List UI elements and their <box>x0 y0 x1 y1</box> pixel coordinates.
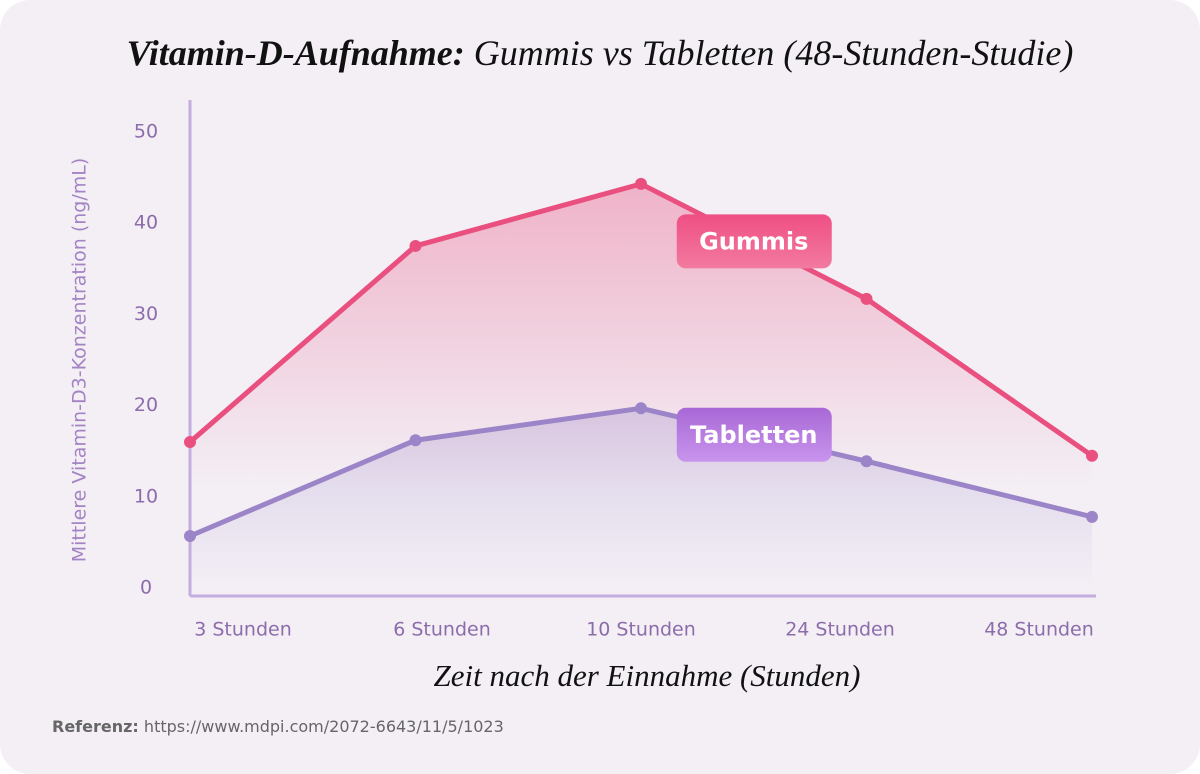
point <box>409 239 422 252</box>
reference: Referenz: https://www.mdpi.com/2072-6643… <box>52 717 504 736</box>
y-tick-label: 30 <box>134 303 158 325</box>
point <box>1086 510 1098 523</box>
y-tick-label: 20 <box>134 394 158 416</box>
legend-label: Gummis <box>699 227 808 255</box>
legend-label: Tabletten <box>690 421 817 449</box>
legend-box <box>676 407 832 462</box>
point <box>184 530 196 543</box>
x-tick-label: 3 Stunden <box>194 619 292 641</box>
title-rest: Gummis vs Tabletten (48-Stunden-Studie) <box>474 33 1074 73</box>
title-lead: Vitamin-D-Aufnahme: <box>127 33 465 73</box>
point <box>1086 449 1098 462</box>
y-tick-label: 40 <box>134 212 158 234</box>
y-axis-label: Mittlere Vitamin-D3-Konzentration (ng/mL… <box>69 158 91 563</box>
x-tick-label: 24 Stunden <box>785 619 895 641</box>
x-tick-label: 48 Stunden <box>984 619 1094 641</box>
y-tick-label: 50 <box>134 120 158 142</box>
area <box>190 408 1092 588</box>
point <box>635 402 647 415</box>
y-tick-label: 0 <box>140 577 152 599</box>
reference-label: Referenz: <box>52 717 139 736</box>
reference-url: https://www.mdpi.com/2072-6643/11/5/1023 <box>144 717 504 736</box>
point <box>860 455 873 468</box>
plot: 0 10 20 30 40 50 3 Stunden 6 Stunden 10 Stunden 2… <box>134 100 1098 641</box>
chart-title: Vitamin-D-Aufnahme: Gummis vs Tabletten … <box>127 33 1074 73</box>
x-tick-label: 10 Stunden <box>586 619 696 641</box>
x-tick-label: 6 Stunden <box>393 619 491 641</box>
x-axis-label: Zeit nach der Einnahme (Stunden) <box>433 658 860 693</box>
point <box>409 434 422 447</box>
legend-box <box>676 214 832 269</box>
point <box>184 436 196 449</box>
point <box>635 177 647 190</box>
point <box>860 292 873 305</box>
y-tick-label: 10 <box>134 485 158 507</box>
